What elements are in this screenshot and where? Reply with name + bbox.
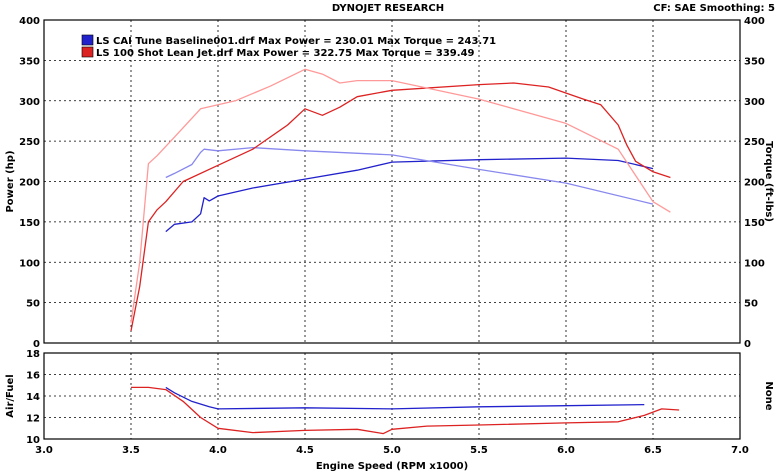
y-tick-label: 150: [19, 218, 40, 229]
y2-tick-label: 300: [744, 97, 765, 108]
x-tick-label: 7.0: [731, 445, 749, 456]
series-line: [131, 386, 680, 435]
y2-tick-label: 100: [744, 258, 765, 269]
y-tick-label: 350: [19, 56, 40, 67]
y-axis-label: Air/Fuel: [5, 374, 16, 417]
y2-axis-label: Torque (ft-lbs): [763, 141, 774, 222]
y-tick-label: 200: [19, 178, 40, 189]
y2-tick-label: 250: [744, 137, 765, 148]
y-tick-label: 12: [26, 414, 40, 425]
x-tick-label: 5.0: [383, 445, 401, 456]
y2-tick-label: 350: [744, 56, 765, 67]
y-tick-label: 300: [19, 97, 40, 108]
power-torque-panel: 0 50 100 150 200 250 300 350 400 0 50 100 150 200 250 3…: [5, 16, 774, 350]
legend-label: LS CAI Tune Baseline001.drf Max Power = …: [96, 36, 496, 47]
x-tick-label: 6.5: [644, 445, 662, 456]
y2-tick-label: 200: [744, 178, 765, 189]
series-line: [165, 386, 645, 410]
x-axis-label: Engine Speed (RPM x1000): [316, 461, 468, 472]
y-tick-label: 0: [33, 339, 40, 350]
y-tick-label: 100: [19, 258, 40, 269]
y2-tick-label: 50: [744, 299, 758, 310]
chart-settings-readout: CF: SAE Smoothing: 5: [653, 3, 775, 14]
y-axis-label: Power (hp): [5, 150, 16, 212]
y2-tick-label: 400: [744, 16, 765, 27]
y-tick-label: 10: [26, 435, 40, 446]
y-tick-label: 16: [26, 371, 40, 382]
y-tick-label: 50: [26, 299, 40, 310]
x-tick-label: 4.0: [209, 445, 227, 456]
x-tick-label: 6.0: [557, 445, 575, 456]
y2-tick-label: 0: [744, 339, 751, 350]
y-tick-label: 18: [26, 349, 40, 360]
y2-tick-label: 150: [744, 218, 765, 229]
legend-swatch: [81, 34, 94, 46]
air-fuel-panel: 10 12 14 16 18 3.0 3.5 4.0 4.5 5.0 5.5 6.0 6.5 7.0 Air…: [5, 349, 774, 472]
legend-swatch: [81, 46, 94, 58]
y-tick-label: 400: [19, 16, 40, 27]
legend-label: LS 100 Shot Lean Jet.drf Max Power = 322…: [96, 48, 475, 59]
series-line: [130, 68, 671, 323]
series-line: [130, 82, 671, 332]
x-tick-label: 5.5: [470, 445, 488, 456]
chart-title: DYNOJET RESEARCH: [332, 3, 444, 14]
y2-axis-label: None: [763, 381, 774, 410]
x-tick-label: 3.0: [35, 445, 53, 456]
y-tick-label: 14: [26, 392, 40, 403]
x-tick-label: 4.5: [296, 445, 314, 456]
x-tick-label: 3.5: [122, 445, 140, 456]
series-line: [165, 146, 654, 205]
series-line: [165, 157, 654, 233]
y-tick-label: 250: [19, 137, 40, 148]
